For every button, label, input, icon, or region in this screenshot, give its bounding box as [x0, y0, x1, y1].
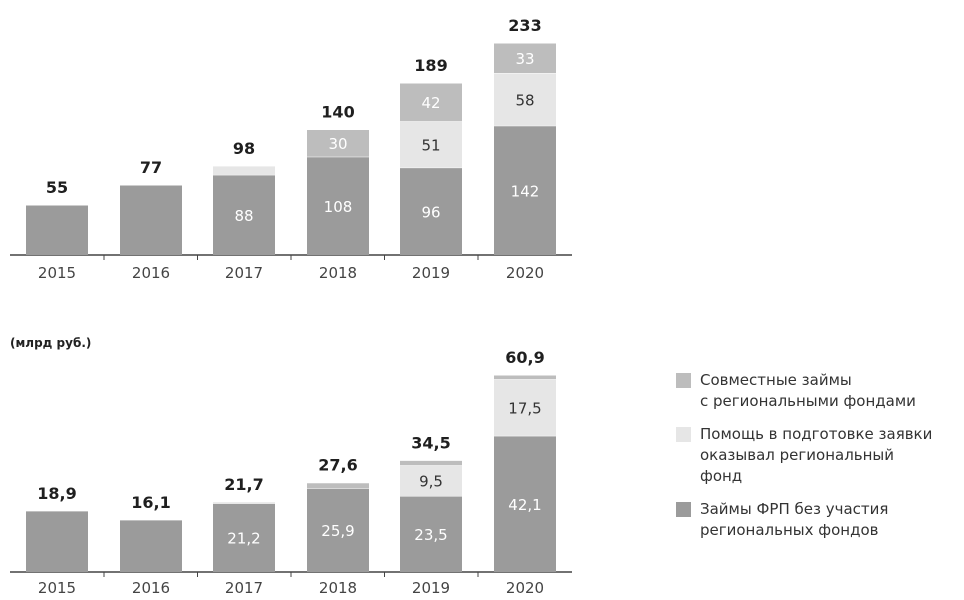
chart2-segment-label: 9,5: [419, 473, 443, 491]
chart1-category-label: 2019: [412, 264, 450, 282]
chart1-bar-frp-2019: [400, 167, 462, 255]
chart1-segment-label: 33: [515, 50, 534, 68]
chart2-segment-label: 21,2: [227, 530, 260, 548]
chart2-total-label: 18,9: [37, 484, 76, 503]
chart1-category-label: 2017: [225, 264, 263, 282]
chart1-total-label: 55: [46, 178, 68, 197]
chart1-category-label: 2018: [319, 264, 357, 282]
chart1-bar-joint-2019: [400, 83, 462, 122]
chart1-bar-frp-2017: [213, 174, 275, 255]
chart2-total-label: 60,9: [505, 348, 544, 367]
chart2-category-label: 2015: [38, 579, 76, 597]
chart1-category-label: 2020: [506, 264, 544, 282]
chart2-segment-label: 23,5: [414, 526, 447, 544]
legend-label-frp: Займы ФРП без участия региональных фондо…: [700, 500, 889, 539]
chart2-bar-frp-2020: [494, 435, 556, 572]
chart2-total-label: 27,6: [318, 456, 357, 475]
chart1-bar-help-2019: [400, 121, 462, 168]
chart1-total-label: 233: [508, 16, 541, 35]
legend: Совместные займы с региональными фондами…: [676, 370, 961, 553]
chart1-bar-joint-2018: [307, 129, 369, 157]
chart1-segment-label: 42: [421, 94, 440, 112]
chart1-bar-frp-2020: [494, 125, 556, 256]
chart1-bar-help-2020: [494, 73, 556, 126]
chart1-bar-frp-2015: [26, 204, 88, 255]
chart1-category-label: 2015: [38, 264, 76, 282]
chart2-bar-help-2020: [494, 379, 556, 436]
chart2-category-label: 2018: [319, 579, 357, 597]
chart2-category-label: 2016: [132, 579, 170, 597]
chart2-bar-frp-2017: [213, 503, 275, 572]
legend-label-joint: Совместные займы с региональными фондами: [700, 371, 916, 410]
chart2-bar-help-2019: [400, 465, 462, 496]
legend-item-frp: Займы ФРП без участия региональных фондо…: [676, 499, 961, 541]
chart1-total-label: 98: [233, 139, 255, 158]
chart1-segment-label: 108: [324, 198, 353, 216]
chart2-segment-label: 17,5: [508, 400, 541, 418]
chart2-category-label: 2019: [412, 579, 450, 597]
chart2-total-label: 21,7: [224, 475, 263, 494]
legend-item-help: Помощь в подготовке заявки оказывал реги…: [676, 424, 961, 487]
chart1-segment-label: 30: [328, 135, 347, 153]
chart1-bar-joint-2020: [494, 43, 556, 74]
chart1-bar-frp-2016: [120, 184, 182, 255]
legend-item-joint: Совместные займы с региональными фондами: [676, 370, 961, 412]
legend-swatch-help: [676, 427, 691, 442]
chart1-total-label: 77: [140, 158, 162, 177]
chart2-bar-help-2017: [213, 501, 275, 504]
legend-swatch-joint: [676, 373, 691, 388]
chart2-bar-joint-2018: [307, 482, 369, 489]
chart2-bar-joint-2020: [494, 375, 556, 380]
chart1-bar-help-2017: [213, 165, 275, 175]
chart1-total-label: 189: [414, 56, 447, 75]
legend-label-help: Помощь в подготовке заявки оказывал реги…: [700, 425, 933, 485]
chart1-bar-frp-2018: [307, 156, 369, 255]
chart2-bar-frp-2016: [120, 519, 182, 572]
chart2-bar-frp-2019: [400, 495, 462, 572]
chart1-category-label: 2016: [132, 264, 170, 282]
chart2-category-label: 2017: [225, 579, 263, 597]
chart2-segment-label: 25,9: [321, 522, 354, 540]
chart1-segment-label: 58: [515, 91, 534, 109]
chart2-bar-joint-2019: [400, 460, 462, 466]
unit-label: (млрд руб.): [10, 336, 92, 350]
chart1-segment-label: 142: [511, 182, 540, 200]
chart2-bar-frp-2018: [307, 488, 369, 572]
chart1-segment-label: 88: [234, 207, 253, 225]
chart1-total-label: 140: [321, 102, 354, 121]
chart2-total-label: 16,1: [131, 493, 170, 512]
legend-swatch-frp: [676, 502, 691, 517]
chart2-total-label: 34,5: [411, 433, 450, 452]
chart1-segment-label: 51: [421, 136, 440, 154]
chart2-segment-label: 42,1: [508, 496, 541, 514]
chart2-bar-frp-2015: [26, 510, 88, 572]
chart1-segment-label: 96: [421, 203, 440, 221]
chart2-category-label: 2020: [506, 579, 544, 597]
